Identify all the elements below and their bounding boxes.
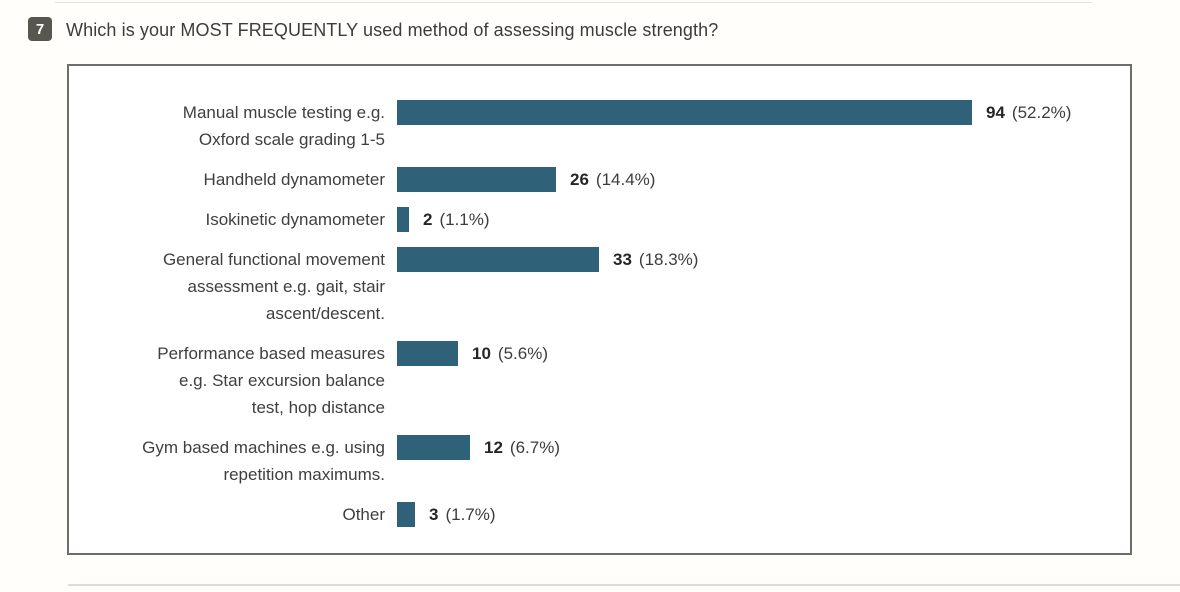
question-text: Which is your MOST FREQUENTLY used metho… — [66, 20, 719, 40]
bar-count-label: 12 — [484, 437, 503, 457]
bar-category-label: Gym based machines e.g. using repetition… — [142, 438, 385, 484]
bar-percent-label: (1.1%) — [439, 209, 490, 229]
bar-row: Gym based machines e.g. using repetition… — [87, 434, 1130, 488]
question-number-badge: 7 — [28, 17, 52, 41]
bar — [397, 100, 972, 125]
bar-track: 10 (5.6%) — [397, 340, 548, 367]
bar-rows: Manual muscle testing e.g. Oxford scale … — [87, 99, 1130, 528]
bar-percent-label: (5.6%) — [497, 343, 548, 363]
bar-percent-label: (14.4%) — [595, 169, 656, 189]
bar-track: 2 (1.1%) — [397, 206, 490, 233]
bar-category-label: Manual muscle testing e.g. Oxford scale … — [182, 103, 385, 149]
bar-count-label: 3 — [429, 504, 439, 524]
section-divider-bottom — [68, 584, 1180, 586]
bar-chart-panel: Manual muscle testing e.g. Oxford scale … — [67, 64, 1132, 555]
bar — [397, 341, 458, 366]
bar-track: 12 (6.7%) — [397, 434, 560, 461]
bar-track: 33 (18.3%) — [397, 246, 698, 273]
bar-row: Other 3 (1.7%) — [87, 501, 1130, 528]
bar — [397, 247, 599, 272]
bar-row: Performance based measures e.g. Star exc… — [87, 340, 1130, 421]
bar — [397, 207, 409, 232]
bar-count-label: 33 — [613, 249, 632, 269]
bar-category-label: General functional movement assessment e… — [162, 250, 385, 323]
bar-row: Isokinetic dynamometer 2 (1.1%) — [87, 206, 1130, 233]
bar-count-label: 26 — [570, 169, 589, 189]
bar-category-label: Other — [342, 505, 385, 524]
section-divider-top — [55, 2, 1092, 3]
bar-category-label: Performance based measures e.g. Star exc… — [157, 344, 385, 417]
question-header: 7 Which is your MOST FREQUENTLY used met… — [28, 17, 718, 41]
bar-category-label: Handheld dynamometer — [203, 170, 385, 189]
bar — [397, 435, 470, 460]
bar-percent-label: (6.7%) — [509, 437, 560, 457]
bar-count-label: 94 — [986, 102, 1005, 122]
bar — [397, 167, 556, 192]
bar-row: Manual muscle testing e.g. Oxford scale … — [87, 99, 1130, 153]
bar-track: 3 (1.7%) — [397, 501, 496, 528]
bar-track: 94 (52.2%) — [397, 99, 1071, 126]
bar-percent-label: (18.3%) — [638, 249, 699, 269]
bar-category-label: Isokinetic dynamometer — [205, 210, 385, 229]
bar-percent-label: (52.2%) — [1011, 102, 1072, 122]
bar-row: Handheld dynamometer 26 (14.4%) — [87, 166, 1130, 193]
bar-track: 26 (14.4%) — [397, 166, 655, 193]
bar-percent-label: (1.7%) — [445, 504, 496, 524]
bar-count-label: 2 — [423, 209, 433, 229]
bar-count-label: 10 — [472, 343, 491, 363]
bar-row: General functional movement assessment e… — [87, 246, 1130, 327]
bar — [397, 502, 415, 527]
